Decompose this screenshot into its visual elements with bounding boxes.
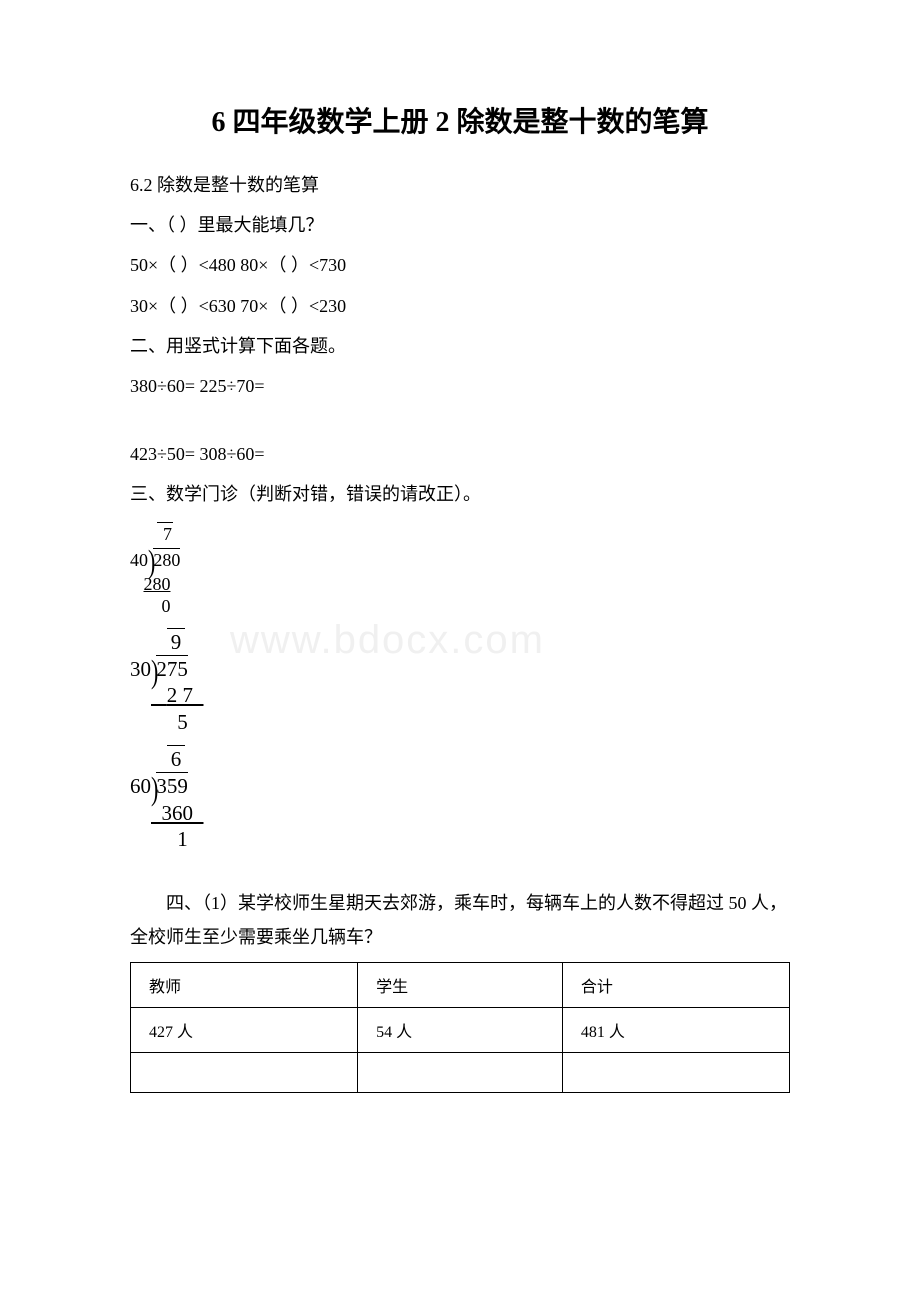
- table-cell-empty: [358, 1053, 563, 1093]
- table-cell-empty: [562, 1053, 789, 1093]
- sub-3: 360: [151, 801, 204, 825]
- dividend-1: 280: [153, 548, 180, 572]
- section2-heading: 二、用竖式计算下面各题。: [130, 329, 790, 363]
- document-content: 6 四年级数学上册 2 除数是整十数的笔算 6.2 除数是整十数的笔算 一、（ …: [130, 100, 790, 1093]
- dividend-2: 275: [156, 655, 188, 682]
- section4-heading: 四、（1）某学校师生星期天去郊游，乘车时，每辆车上的人数不得超过 50 人，全校…: [130, 886, 790, 954]
- divisor-3: 60: [130, 774, 151, 798]
- rem-1: 0: [162, 596, 171, 616]
- data-table: 教师 学生 合计 427 人 54 人 481 人: [130, 962, 790, 1093]
- table-header-teacher: 教师: [131, 963, 358, 1008]
- division-problem-1: 7 40)280 280 0: [130, 522, 180, 618]
- table-header-total: 合计: [562, 963, 789, 1008]
- table-row: [131, 1053, 790, 1093]
- sub-2: 2 7: [151, 683, 204, 707]
- section2-row1: 380÷60= 225÷70=: [130, 369, 790, 403]
- table-cell-empty: [131, 1053, 358, 1093]
- table-row: 教师 学生 合计: [131, 963, 790, 1008]
- section1-row2: 30×（ ）<630 70×（ ）<230: [130, 289, 790, 323]
- quotient-1: 7: [157, 522, 173, 546]
- divisor-2: 30: [130, 657, 151, 681]
- quotient-3: 6: [167, 745, 185, 772]
- table-header-student: 学生: [358, 963, 563, 1008]
- section1-heading: 一、（ ）里最大能填几？: [130, 208, 790, 242]
- division-problem-2: 9 30)275 2 7 5: [130, 628, 204, 735]
- divisor-1: 40: [130, 550, 148, 570]
- subtitle: 6.2 除数是整十数的笔算: [130, 168, 790, 202]
- table-cell-total: 481 人: [562, 1008, 789, 1053]
- section3-heading: 三、数学门诊（判断对错，错误的请改正）。: [130, 477, 790, 511]
- table-cell-student: 54 人: [358, 1008, 563, 1053]
- table-row: 427 人 54 人 481 人: [131, 1008, 790, 1053]
- section2-row2: 423÷50= 308÷60=: [130, 437, 790, 471]
- section1-row1: 50×（ ）<480 80×（ ）<730: [130, 248, 790, 282]
- quotient-2: 9: [167, 628, 185, 655]
- table-cell-teacher: 427 人: [131, 1008, 358, 1053]
- rem-3: 1: [177, 827, 188, 851]
- page-title: 6 四年级数学上册 2 除数是整十数的笔算: [130, 100, 790, 140]
- dividend-3: 359: [156, 772, 188, 799]
- division-problem-3: 6 60)359 360 1: [130, 745, 204, 852]
- rem-2: 5: [177, 710, 188, 734]
